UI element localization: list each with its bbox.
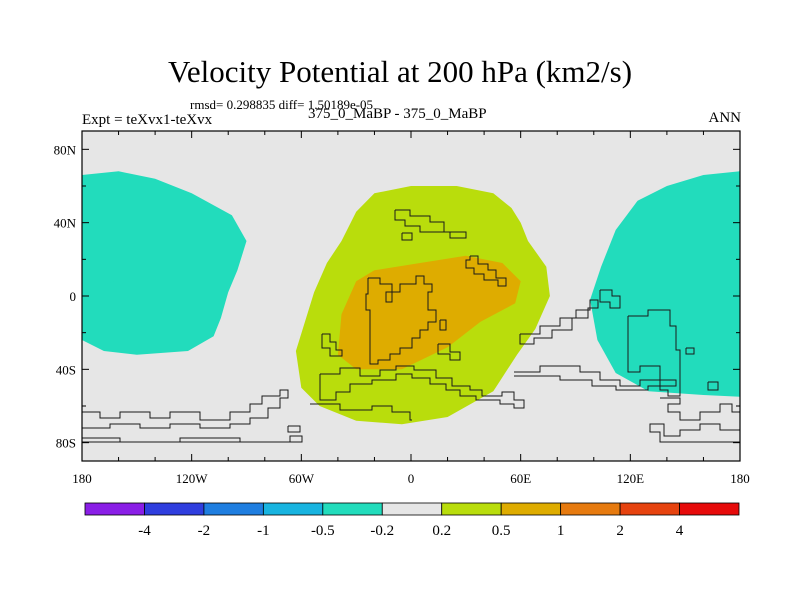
coastline-atlantic-islands <box>321 333 343 357</box>
x-axis: 180 120W 60W 0 60E 120E 180 <box>72 131 750 486</box>
colorbar-label: -2 <box>198 523 211 539</box>
coastline-africa-south <box>439 319 447 331</box>
colorbar-label: -1 <box>257 523 270 539</box>
colorbar-label: -0.2 <box>370 523 394 539</box>
coastlines <box>82 209 740 443</box>
colorbar: -4 -2 -1 -0.5 -0.2 0.2 0.5 1 2 4 <box>84 502 740 539</box>
y-tick-label: 0 <box>70 289 77 304</box>
x-tick-label: 0 <box>408 471 415 486</box>
colorbar-label: -0.5 <box>311 523 335 539</box>
coastline-new-guinea <box>599 289 621 309</box>
coastline-south-ridge <box>310 403 412 421</box>
coastline-tasman <box>707 381 719 391</box>
colorbar-swatch <box>203 502 264 516</box>
region-negative-small-cell <box>94 279 126 326</box>
contour-regions <box>82 171 740 425</box>
stats-label: rmsd= 0.298835 diff= 1.50189e-05 <box>190 97 374 112</box>
x-tick-label: 60E <box>510 471 531 486</box>
coastline-southern-arc <box>319 365 525 409</box>
colorbar-swatch <box>560 502 621 516</box>
colorbar-label: 0.2 <box>432 523 451 539</box>
x-tick-label: 120E <box>617 471 645 486</box>
colorbar-swatch <box>84 502 145 516</box>
y-tick-label: 80S <box>56 436 76 451</box>
coastline-africa-west <box>365 275 437 365</box>
x-tick-label: 180 <box>730 471 750 486</box>
colorbar-label: 2 <box>616 523 624 539</box>
season-label: ANN <box>708 110 742 126</box>
coastline-antarctic-base <box>82 435 303 443</box>
colorbar-swatch <box>441 502 502 516</box>
colorbar-label: 0.5 <box>492 523 511 539</box>
x-tick-label: 180 <box>72 471 92 486</box>
colorbar-swatch <box>619 502 680 516</box>
y-tick-label: 80N <box>54 142 77 157</box>
x-tick-label: 120W <box>176 471 209 486</box>
colorbar-label: 4 <box>676 523 684 539</box>
colorbar-swatch <box>500 502 562 516</box>
coastline-east-indies <box>519 299 599 345</box>
coastline-ridge <box>437 343 461 361</box>
coastline-east-arc <box>514 365 677 391</box>
y-tick-label: 40S <box>56 362 76 377</box>
coastline-australia <box>627 309 681 397</box>
x-tick-label: 60W <box>289 471 315 486</box>
coastline-africa-box <box>401 232 413 241</box>
colorbar-swatch <box>679 502 740 516</box>
colorbar-label: -4 <box>138 523 151 539</box>
chart-title: Velocity Potential at 200 hPa (km2/s) <box>167 54 633 89</box>
coastline-pacific-islands <box>287 425 301 433</box>
colorbar-label: 1 <box>557 523 565 539</box>
colorbar-swatch <box>381 502 443 516</box>
experiment-label: Expt = teXvx1-teXvx <box>82 112 213 128</box>
colorbar-swatch <box>262 502 324 516</box>
y-tick-label: 40N <box>54 216 77 231</box>
coastline-arabia <box>465 255 507 287</box>
coastline-africa-north <box>394 209 467 239</box>
coastline-east-antarctic <box>649 397 740 443</box>
case-label: 375_0_MaBP - 375_0_MaBP <box>308 106 487 122</box>
colorbar-swatch <box>144 502 205 516</box>
coastline-antarctic-west <box>82 389 289 429</box>
colorbar-swatch <box>322 502 383 516</box>
y-axis: 80N 40N 0 40S 80S <box>54 142 740 451</box>
coastline-small-island <box>685 347 695 355</box>
